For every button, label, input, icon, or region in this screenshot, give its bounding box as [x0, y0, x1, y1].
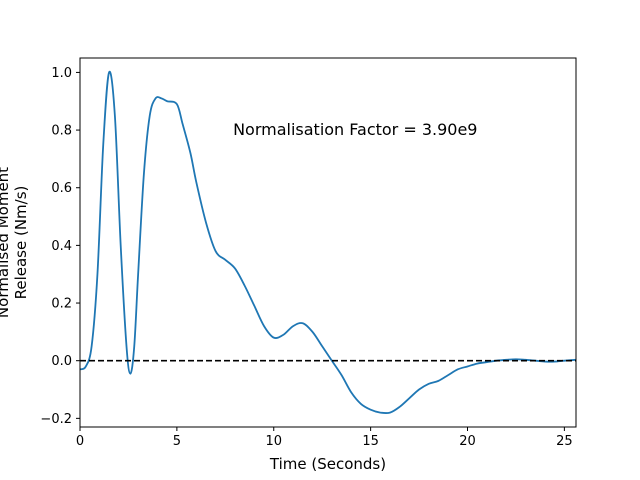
x-tick-label: 20 — [459, 434, 476, 449]
x-axis-label: Time (Seconds) — [269, 455, 386, 473]
x-tick-label: 25 — [556, 434, 573, 449]
y-axis-ticks: −0.2 0.0 0.2 0.4 0.6 0.8 1.0 — [40, 66, 80, 427]
y-tick-label: 1.0 — [51, 66, 72, 81]
x-tick-label: 5 — [173, 434, 181, 449]
x-tick-label: 10 — [265, 434, 282, 449]
y-axis-label-line-1: Normalised Moment — [0, 167, 12, 318]
y-tick-label: 0.0 — [51, 354, 72, 369]
x-tick-label: 15 — [362, 434, 379, 449]
x-axis-ticks: 0 5 10 15 20 25 — [76, 427, 573, 449]
y-tick-label: −0.2 — [40, 412, 72, 427]
y-axis-label-line-2: Release (Nm/s) — [12, 186, 30, 300]
y-axis-label: Normalised Moment Release (Nm/s) — [0, 167, 30, 318]
x-tick-label: 0 — [76, 434, 84, 449]
moment-release-series-line — [80, 70, 576, 415]
normalisation-annotation: Normalisation Factor = 3.90e9 — [233, 120, 477, 139]
plot-area — [79, 57, 577, 428]
y-tick-label: 0.6 — [51, 181, 72, 196]
y-tick-label: 0.8 — [51, 124, 72, 139]
y-tick-label: 0.2 — [51, 297, 72, 312]
plot-frame — [79, 57, 577, 428]
y-tick-label: 0.4 — [51, 239, 72, 254]
